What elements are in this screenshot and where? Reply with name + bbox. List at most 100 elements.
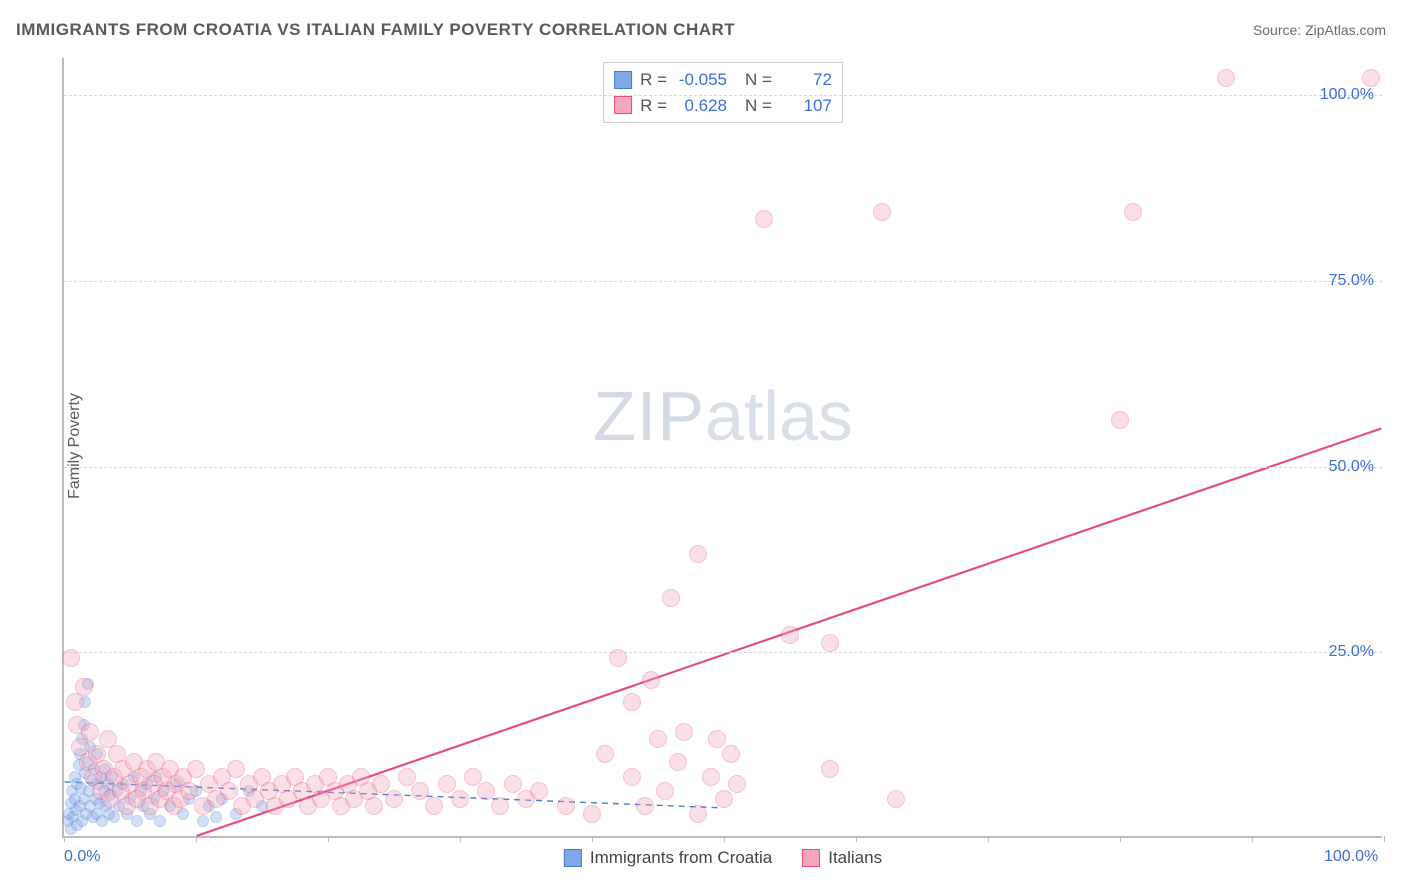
legend: Immigrants from Croatia Italians — [564, 848, 882, 868]
x-tick — [196, 836, 197, 842]
data-point — [154, 815, 166, 827]
legend-item-croatia: Immigrants from Croatia — [564, 848, 772, 868]
data-point — [689, 545, 707, 563]
data-point — [385, 790, 403, 808]
data-point — [62, 649, 80, 667]
scatter-plot: ZIPatlas R = -0.055 N = 72 R = 0.628 N =… — [62, 58, 1382, 838]
data-point — [689, 805, 707, 823]
data-point — [623, 768, 641, 786]
data-point — [398, 768, 416, 786]
data-point — [821, 634, 839, 652]
data-point — [1124, 203, 1142, 221]
data-point — [372, 775, 390, 793]
gridline — [64, 652, 1382, 653]
n-label: N = — [745, 93, 772, 119]
data-point — [596, 745, 614, 763]
data-point — [609, 649, 627, 667]
r-label: R = — [640, 93, 667, 119]
data-point — [557, 797, 575, 815]
data-point — [669, 753, 687, 771]
watermark: ZIPatlas — [593, 376, 853, 456]
data-point — [636, 797, 654, 815]
data-point — [180, 782, 198, 800]
legend-label-croatia: Immigrants from Croatia — [590, 848, 772, 868]
data-point — [438, 775, 456, 793]
data-point — [220, 782, 238, 800]
n-value-italians: 107 — [780, 93, 832, 119]
data-point — [504, 775, 522, 793]
data-point — [873, 203, 891, 221]
y-tick-label: 75.0% — [1329, 272, 1374, 290]
data-point — [887, 790, 905, 808]
data-point — [365, 797, 383, 815]
data-point — [464, 768, 482, 786]
data-point — [583, 805, 601, 823]
x-tick — [1384, 836, 1385, 842]
data-point — [1362, 69, 1380, 87]
data-point — [477, 782, 495, 800]
data-point — [187, 760, 205, 778]
n-value-croatia: 72 — [780, 67, 832, 93]
trend-lines — [64, 58, 1382, 836]
data-point — [781, 626, 799, 644]
data-point — [821, 760, 839, 778]
data-point — [75, 678, 93, 696]
n-label: N = — [745, 67, 772, 93]
gridline — [64, 95, 1382, 96]
data-point — [197, 815, 209, 827]
data-point — [649, 730, 667, 748]
gridline — [64, 467, 1382, 468]
data-point — [728, 775, 746, 793]
x-tick-label: 100.0% — [1324, 848, 1378, 866]
data-point — [708, 730, 726, 748]
watermark-atlas: atlas — [705, 377, 853, 455]
data-point — [662, 589, 680, 607]
stats-row-italians: R = 0.628 N = 107 — [614, 93, 832, 119]
data-point — [1111, 411, 1129, 429]
x-tick-label: 0.0% — [64, 848, 100, 866]
x-tick — [988, 836, 989, 842]
data-point — [702, 768, 720, 786]
data-point — [131, 815, 143, 827]
legend-item-italians: Italians — [802, 848, 882, 868]
data-point — [411, 782, 429, 800]
legend-label-italians: Italians — [828, 848, 882, 868]
x-tick — [724, 836, 725, 842]
r-value-croatia: -0.055 — [675, 67, 727, 93]
data-point — [755, 210, 773, 228]
data-point — [210, 811, 222, 823]
swatch-croatia — [614, 71, 632, 89]
x-tick — [460, 836, 461, 842]
x-tick — [1252, 836, 1253, 842]
y-tick-label: 25.0% — [1329, 643, 1374, 661]
data-point — [642, 671, 660, 689]
data-point — [623, 693, 641, 711]
x-tick — [856, 836, 857, 842]
chart-title: IMMIGRANTS FROM CROATIA VS ITALIAN FAMIL… — [16, 20, 735, 40]
stats-row-croatia: R = -0.055 N = 72 — [614, 67, 832, 93]
y-tick-label: 50.0% — [1329, 458, 1374, 476]
data-point — [451, 790, 469, 808]
data-point — [715, 790, 733, 808]
r-value-italians: 0.628 — [675, 93, 727, 119]
gridline — [64, 281, 1382, 282]
data-point — [108, 811, 120, 823]
x-tick — [64, 836, 65, 842]
y-tick-label: 100.0% — [1320, 86, 1374, 104]
data-point — [491, 797, 509, 815]
source-label: Source: ZipAtlas.com — [1253, 22, 1386, 38]
data-point — [425, 797, 443, 815]
x-tick — [328, 836, 329, 842]
x-tick — [1120, 836, 1121, 842]
x-tick — [592, 836, 593, 842]
watermark-zip: ZIP — [593, 377, 705, 455]
legend-swatch-croatia — [564, 849, 582, 867]
data-point — [722, 745, 740, 763]
data-point — [656, 782, 674, 800]
stats-box: R = -0.055 N = 72 R = 0.628 N = 107 — [603, 62, 843, 123]
r-label: R = — [640, 67, 667, 93]
swatch-italians — [614, 96, 632, 114]
data-point — [1217, 69, 1235, 87]
data-point — [81, 723, 99, 741]
data-point — [675, 723, 693, 741]
